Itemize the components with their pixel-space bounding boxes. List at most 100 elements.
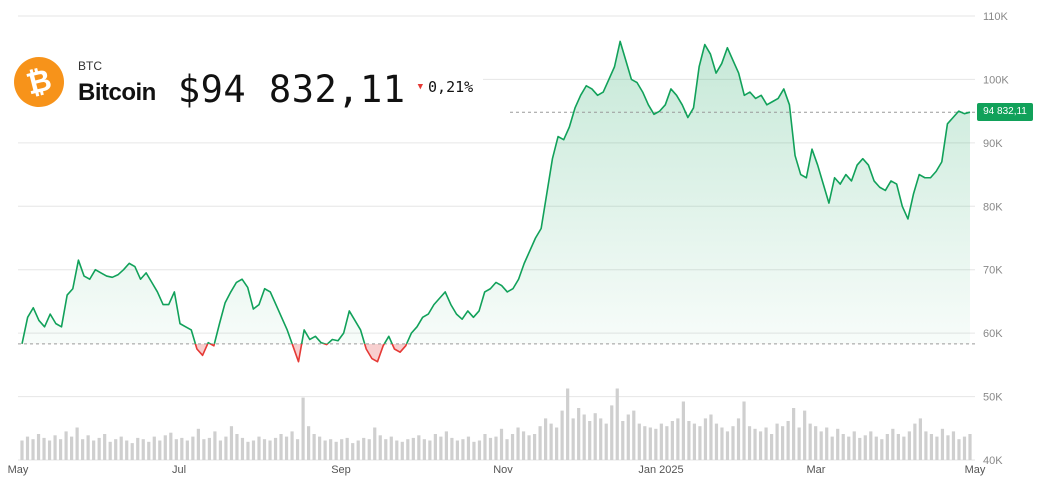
volume-bar bbox=[692, 423, 697, 460]
volume-bar bbox=[362, 437, 366, 460]
volume-bar bbox=[191, 436, 195, 460]
volume-bar bbox=[687, 421, 691, 460]
volume-bar bbox=[747, 426, 752, 460]
volume-bar bbox=[174, 439, 178, 460]
volume-bar bbox=[891, 428, 895, 460]
volume-bar bbox=[918, 418, 922, 460]
volume-bar bbox=[235, 434, 239, 460]
down-arrow-icon: ▼ bbox=[417, 82, 424, 92]
volume-bar bbox=[775, 423, 779, 460]
volume-bar bbox=[951, 431, 956, 460]
volume-bar bbox=[477, 440, 482, 460]
volume-bar bbox=[86, 435, 90, 460]
price-change: ▼ 0,21% bbox=[418, 78, 474, 96]
change-percent: 0,21% bbox=[428, 78, 474, 96]
volume-bar bbox=[593, 413, 597, 460]
volume-bar bbox=[962, 436, 967, 460]
volume-bar bbox=[81, 439, 85, 460]
volume-bar bbox=[841, 434, 845, 460]
volume-bar bbox=[896, 434, 900, 460]
volume-bar bbox=[521, 431, 526, 460]
volume-bar bbox=[444, 431, 448, 460]
volume-bar bbox=[378, 435, 382, 460]
volume-bar bbox=[549, 423, 553, 460]
volume-bar bbox=[516, 427, 520, 460]
volume-bar bbox=[290, 431, 294, 460]
volume-bar bbox=[152, 436, 156, 460]
price-line-up bbox=[21, 40, 971, 344]
volume-bar bbox=[863, 435, 867, 460]
area-fill-up bbox=[22, 41, 970, 344]
x-tick-label: Nov bbox=[493, 464, 513, 476]
volume-bar bbox=[307, 426, 311, 460]
volume-bar bbox=[808, 423, 812, 460]
volume-bar bbox=[714, 423, 719, 460]
volume-bar bbox=[532, 434, 537, 460]
volume-bar bbox=[488, 437, 493, 460]
volume-bar bbox=[367, 439, 371, 460]
price-line bbox=[21, 40, 971, 363]
volume-bar bbox=[852, 431, 856, 460]
volume-bar bbox=[571, 418, 575, 460]
volume-bar bbox=[20, 440, 24, 460]
volume-bar bbox=[621, 421, 625, 460]
volume-bar bbox=[527, 435, 531, 460]
volume-bar bbox=[395, 440, 399, 460]
volume-bar bbox=[323, 440, 327, 460]
volume-bar bbox=[373, 427, 377, 460]
volume-bar bbox=[885, 434, 889, 460]
volume-bar bbox=[792, 408, 796, 460]
volume-bar bbox=[643, 426, 647, 460]
volume-bar bbox=[902, 436, 906, 460]
volume-bar bbox=[858, 437, 862, 460]
volume-bar bbox=[753, 428, 757, 460]
volume-bar bbox=[935, 436, 939, 460]
volume-bar bbox=[610, 405, 614, 460]
volume-bar bbox=[913, 423, 917, 460]
volume-bar bbox=[147, 441, 151, 460]
volume-bar bbox=[731, 426, 735, 460]
volume-bar bbox=[830, 436, 834, 460]
volume-bar bbox=[461, 439, 465, 460]
volume-bar bbox=[257, 436, 261, 460]
volume-bar bbox=[665, 426, 669, 460]
volume-bar bbox=[544, 418, 548, 460]
volume-bar bbox=[36, 434, 41, 460]
y-tick-label: 80K bbox=[983, 201, 1003, 213]
y-tick-label: 60K bbox=[983, 328, 1003, 340]
volume-bar bbox=[604, 423, 608, 460]
volume-bar bbox=[64, 431, 68, 460]
volume-bar bbox=[141, 439, 145, 460]
y-tick-label: 50K bbox=[983, 392, 1003, 404]
current-price: $94 832,11 bbox=[177, 67, 406, 111]
volume-bar bbox=[907, 431, 911, 460]
volume-bar bbox=[406, 439, 410, 460]
volume-bar bbox=[637, 423, 641, 460]
volume-bar bbox=[295, 439, 300, 460]
volume-bar bbox=[312, 434, 316, 460]
price-area bbox=[22, 41, 970, 362]
volume-bar bbox=[880, 439, 884, 460]
volume-bar bbox=[53, 435, 57, 460]
volume-bar bbox=[869, 431, 873, 460]
volume-bar bbox=[709, 414, 713, 460]
volume-bar bbox=[279, 434, 283, 460]
volume-bar bbox=[781, 426, 785, 460]
volume-bar bbox=[428, 440, 432, 460]
volume-bar bbox=[681, 401, 685, 460]
volume-bar bbox=[924, 431, 928, 460]
volume-bar bbox=[814, 426, 818, 460]
volume-bar bbox=[47, 440, 52, 460]
volume-bar bbox=[119, 436, 123, 460]
volume-bar bbox=[42, 437, 46, 460]
volume-bar bbox=[240, 437, 245, 460]
volume-bar bbox=[92, 440, 96, 460]
volume-bar bbox=[103, 434, 107, 460]
volume-bar bbox=[819, 431, 823, 460]
volume-bar bbox=[654, 428, 658, 460]
volume-bar bbox=[450, 437, 454, 460]
volume-bar bbox=[334, 441, 338, 460]
volume-bar bbox=[769, 434, 774, 460]
volume-bar bbox=[626, 414, 630, 460]
